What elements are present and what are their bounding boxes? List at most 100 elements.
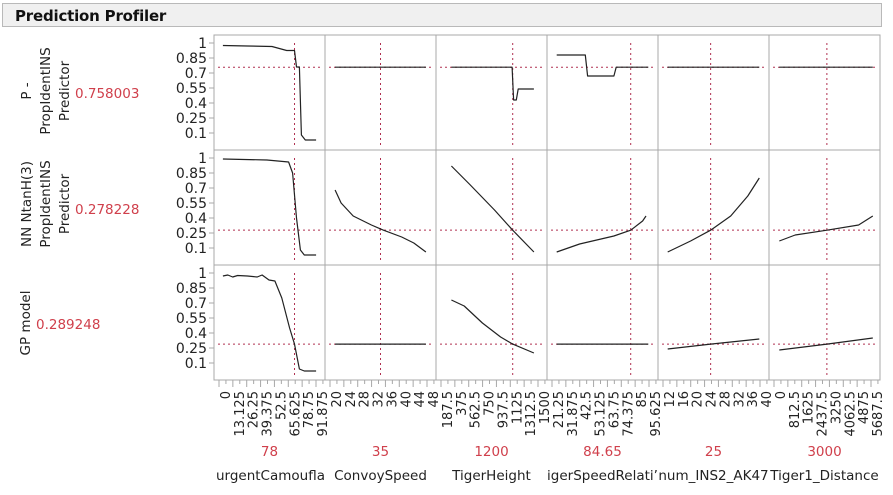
factor-name-3: igerSpeedRelati’ xyxy=(547,468,658,484)
x-tick-label: 40 xyxy=(760,391,775,408)
response-value-1[interactable]: 0.278228 xyxy=(75,202,140,218)
y-tick-label: 1 xyxy=(198,266,207,282)
x-tick-label: 26.25 xyxy=(247,391,262,428)
profile-cell-r0-c3[interactable] xyxy=(546,34,659,151)
factor-name-5: Tiger1_Distance xyxy=(770,468,879,484)
profile-cell-r1-c2[interactable] xyxy=(435,149,548,266)
x-tick-label: 4062.5 xyxy=(843,391,858,437)
profile-curve xyxy=(450,165,535,253)
profile-curve xyxy=(556,54,649,77)
factor-name-0: urgentCamoufla xyxy=(215,468,325,484)
y-tick-label: 0.55 xyxy=(176,81,207,97)
response-value-2[interactable]: 0.289248 xyxy=(36,317,101,333)
x-tick-label: 13.125 xyxy=(233,391,248,437)
x-tick-label: 21.25 xyxy=(552,391,567,428)
y-tick-label: 0.85 xyxy=(176,166,207,182)
x-tick-label: 74.375 xyxy=(621,391,636,437)
x-tick-label: 36 xyxy=(746,391,761,408)
profile-cell-r2-c2[interactable] xyxy=(435,264,548,381)
profile-cell-r0-c5[interactable] xyxy=(768,34,881,151)
x-tick-label: 28 xyxy=(718,391,733,408)
y-tick-label: 0.7 xyxy=(185,296,207,312)
profile-cell-r2-c1[interactable] xyxy=(324,264,437,381)
y-tick-label: 0.25 xyxy=(176,341,207,357)
profile-cell-r1-c5[interactable] xyxy=(768,149,881,266)
x-tick-label: 53.125 xyxy=(594,391,609,437)
x-tick-label: 812.5 xyxy=(788,391,803,428)
profile-curve xyxy=(779,337,873,351)
factor-value-4[interactable]: 25 xyxy=(704,444,723,460)
x-tick-label: 63.75 xyxy=(607,391,622,428)
profile-cell-r2-c3[interactable] xyxy=(546,264,659,381)
x-tick-label: 1125 xyxy=(510,391,525,424)
y-tick-label: 0.1 xyxy=(185,356,207,372)
x-tick-label: 3250 xyxy=(829,391,844,424)
y-tick-label: 1 xyxy=(198,151,207,167)
profiler-title: Prediction Profiler xyxy=(15,7,167,25)
x-tick-label: 44 xyxy=(413,391,428,408)
y-tick-label: 0.25 xyxy=(176,226,207,242)
y-tick-label: 0.7 xyxy=(185,66,207,82)
x-tick-label: 750 xyxy=(483,391,498,416)
x-tick-label: 91.875 xyxy=(316,391,331,437)
profile-curve xyxy=(451,299,535,354)
profile-cell-r0-c2[interactable] xyxy=(435,34,548,151)
x-tick-label: 39.375 xyxy=(261,391,276,437)
x-tick-label: 20 xyxy=(330,391,345,408)
profile-curve xyxy=(222,274,317,372)
response-value-0[interactable]: 0.758003 xyxy=(75,86,140,102)
x-tick-label: 78.75 xyxy=(302,391,317,428)
profile-cell-r2-c5[interactable] xyxy=(768,264,881,381)
y-tick-label: 0.55 xyxy=(176,196,207,212)
factor-name-4: num_INS2_AK47 xyxy=(658,468,769,484)
profile-curve xyxy=(451,66,534,101)
profile-curve xyxy=(667,338,760,350)
y-tick-label: 0.4 xyxy=(185,96,207,112)
x-tick-label: 36 xyxy=(385,391,400,408)
x-tick-label: 1625 xyxy=(802,391,817,424)
x-tick-label: 65.625 xyxy=(288,391,303,437)
x-tick-label: 187.5 xyxy=(441,391,456,428)
profile-cell-r0-c0[interactable] xyxy=(213,34,326,151)
profile-cell-r1-c1[interactable] xyxy=(324,149,437,266)
x-tick-label: 32 xyxy=(732,391,747,408)
x-tick-label: 562.5 xyxy=(469,391,484,428)
profile-cell-r2-c4[interactable] xyxy=(657,264,770,381)
x-tick-label: 42.5 xyxy=(580,391,595,420)
x-tick-label: 16 xyxy=(677,391,692,408)
x-tick-label: 1312.5 xyxy=(524,391,539,437)
x-tick-label: 40 xyxy=(399,391,414,408)
x-tick-label: 20 xyxy=(691,391,706,408)
factor-value-3[interactable]: 84.65 xyxy=(583,444,622,460)
x-tick-label: 28 xyxy=(358,391,373,408)
profile-cell-r0-c4[interactable] xyxy=(657,34,770,151)
x-tick-label: 2437.5 xyxy=(816,391,831,437)
factor-value-2[interactable]: 1200 xyxy=(474,444,509,460)
factor-name-2: TigerHeight xyxy=(452,468,531,484)
x-tick-label: 12 xyxy=(663,391,678,408)
x-tick-label: 95.625 xyxy=(649,391,664,437)
x-tick-label: 937.5 xyxy=(496,391,511,428)
profile-cell-r2-c0[interactable] xyxy=(213,264,326,381)
factor-value-5[interactable]: 3000 xyxy=(807,444,842,460)
x-tick-label: 24 xyxy=(344,391,359,408)
profile-curve xyxy=(222,44,317,141)
x-tick-label: 24 xyxy=(705,391,720,408)
y-tick-label: 0.85 xyxy=(176,281,207,297)
factor-value-0[interactable]: 78 xyxy=(260,444,279,460)
x-tick-label: 52.5 xyxy=(274,391,289,420)
profiler-title-bar[interactable]: Prediction Profiler xyxy=(2,3,882,27)
y-tick-label: 0.1 xyxy=(185,126,207,142)
y-tick-label: 0.4 xyxy=(185,211,207,227)
y-tick-label: 0.25 xyxy=(176,111,207,127)
x-tick-label: 48 xyxy=(427,391,442,408)
x-tick-label: 4875 xyxy=(857,391,872,424)
profile-cell-r1-c4[interactable] xyxy=(657,149,770,266)
factor-value-1[interactable]: 35 xyxy=(371,444,390,460)
y-tick-label: 0.1 xyxy=(185,241,207,257)
profile-cell-r1-c0[interactable] xyxy=(213,149,326,266)
y-tick-label: 0.55 xyxy=(176,311,207,327)
profile-cell-r1-c3[interactable] xyxy=(546,149,659,266)
profile-cell-r0-c1[interactable] xyxy=(324,34,437,151)
